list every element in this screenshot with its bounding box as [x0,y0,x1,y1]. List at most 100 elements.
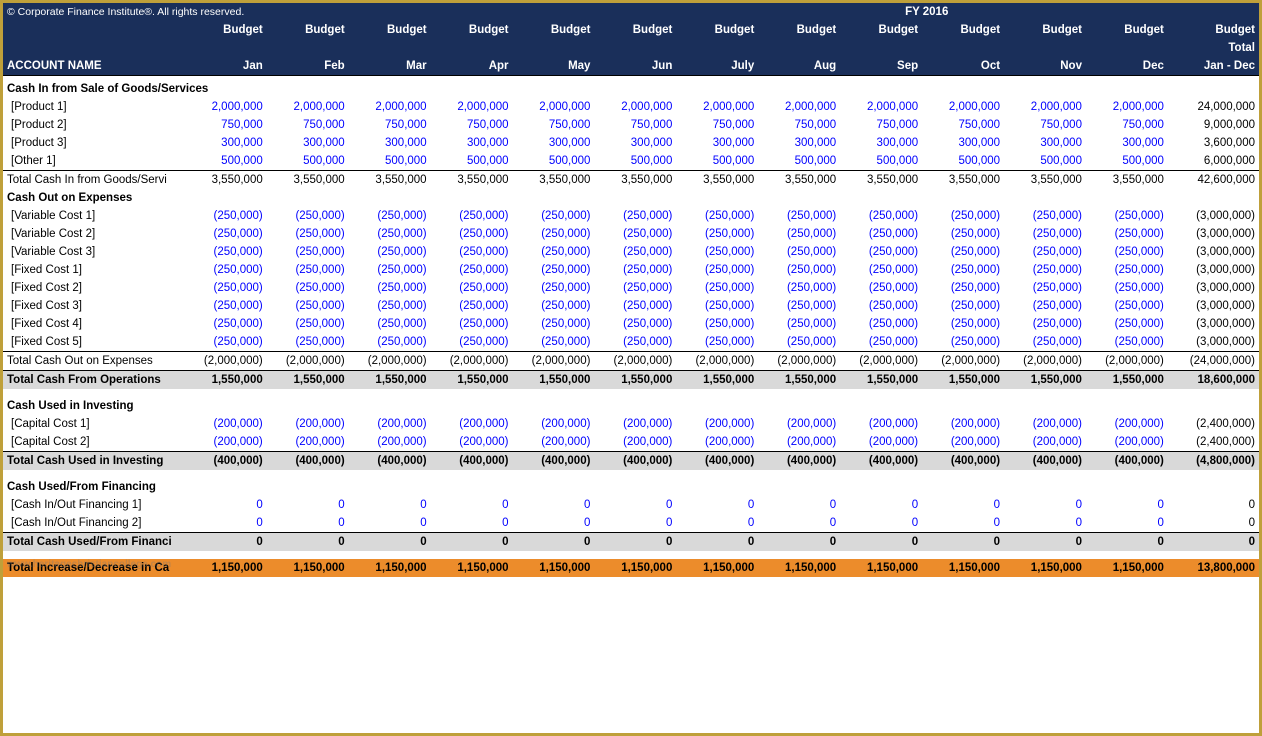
cell[interactable]: 300,000 [840,134,922,152]
cell[interactable]: 2,000,000 [922,98,1004,116]
cell[interactable]: 300,000 [513,134,595,152]
cell[interactable]: (200,000) [431,415,513,433]
cell[interactable]: 0 [1086,496,1168,514]
cell[interactable]: (250,000) [1004,279,1086,297]
cell[interactable]: (250,000) [922,261,1004,279]
cell[interactable]: 1,150,000 [758,559,840,577]
cell[interactable]: (250,000) [1086,315,1168,333]
cell[interactable]: (250,000) [676,225,758,243]
total-cell[interactable]: (3,000,000) [1168,333,1259,352]
cell[interactable]: (200,000) [840,433,922,452]
cell[interactable]: 0 [676,496,758,514]
cell[interactable]: 1,550,000 [431,370,513,389]
cell[interactable]: (250,000) [1004,315,1086,333]
cell[interactable]: (250,000) [594,333,676,352]
cell[interactable]: 0 [758,532,840,551]
cell[interactable]: 0 [513,514,595,533]
cell[interactable]: (250,000) [758,261,840,279]
cell[interactable]: 0 [267,496,349,514]
cell[interactable]: 0 [513,532,595,551]
cell[interactable]: 300,000 [676,134,758,152]
cell[interactable]: 2,000,000 [1086,98,1168,116]
total-cell[interactable]: (24,000,000) [1168,351,1259,370]
cell[interactable]: (250,000) [676,261,758,279]
cell[interactable]: 1,550,000 [676,370,758,389]
cell[interactable]: 750,000 [513,116,595,134]
cell[interactable]: 1,550,000 [922,370,1004,389]
cell[interactable]: 500,000 [185,152,267,171]
cell[interactable]: (400,000) [513,451,595,470]
cell[interactable]: (250,000) [349,333,431,352]
cell[interactable]: (250,000) [1086,279,1168,297]
cell[interactable]: (250,000) [267,333,349,352]
cell[interactable]: (400,000) [676,451,758,470]
cell[interactable]: (200,000) [1004,415,1086,433]
cell[interactable]: (400,000) [758,451,840,470]
total-cell[interactable]: 42,600,000 [1168,170,1259,189]
cell[interactable]: 750,000 [1086,116,1168,134]
cell[interactable]: (400,000) [1086,451,1168,470]
cell[interactable]: 2,000,000 [594,98,676,116]
cell[interactable]: 0 [1086,532,1168,551]
cell[interactable]: 0 [758,496,840,514]
cell[interactable]: 0 [431,514,513,533]
total-cell[interactable]: (4,800,000) [1168,451,1259,470]
total-cell[interactable]: (3,000,000) [1168,279,1259,297]
cell[interactable]: (250,000) [840,297,922,315]
cell[interactable]: (250,000) [431,333,513,352]
cell[interactable]: (250,000) [676,315,758,333]
cell[interactable]: (250,000) [922,225,1004,243]
cell[interactable]: (200,000) [185,415,267,433]
cell[interactable]: 3,550,000 [922,170,1004,189]
cell[interactable]: 750,000 [840,116,922,134]
cell[interactable]: 0 [431,532,513,551]
cell[interactable]: 1,150,000 [267,559,349,577]
total-cell[interactable]: (2,400,000) [1168,433,1259,452]
cell[interactable]: 0 [840,496,922,514]
total-cell[interactable]: 6,000,000 [1168,152,1259,171]
cell[interactable]: (200,000) [922,415,1004,433]
cell[interactable]: 750,000 [431,116,513,134]
cell[interactable]: (250,000) [185,225,267,243]
cell[interactable]: (250,000) [758,243,840,261]
cell[interactable]: 500,000 [267,152,349,171]
cell[interactable]: (250,000) [758,207,840,225]
cell[interactable]: 2,000,000 [349,98,431,116]
total-cell[interactable]: 24,000,000 [1168,98,1259,116]
cell[interactable]: (250,000) [431,297,513,315]
cell[interactable]: (250,000) [431,207,513,225]
cell[interactable]: (250,000) [267,243,349,261]
cell[interactable]: (200,000) [758,433,840,452]
cell[interactable]: 0 [349,532,431,551]
cell[interactable]: (250,000) [267,315,349,333]
cell[interactable]: 1,150,000 [676,559,758,577]
total-cell[interactable]: 0 [1168,514,1259,533]
cell[interactable]: (250,000) [594,297,676,315]
cell[interactable]: 2,000,000 [431,98,513,116]
cell[interactable]: 1,150,000 [840,559,922,577]
cell[interactable]: (250,000) [840,279,922,297]
cell[interactable]: 300,000 [185,134,267,152]
cell[interactable]: (400,000) [594,451,676,470]
cell[interactable]: (2,000,000) [431,351,513,370]
cell[interactable]: (250,000) [758,225,840,243]
cell[interactable]: (250,000) [594,207,676,225]
cell[interactable]: (200,000) [676,415,758,433]
total-cell[interactable]: (3,000,000) [1168,297,1259,315]
cell[interactable]: 1,550,000 [1086,370,1168,389]
cell[interactable]: (2,000,000) [676,351,758,370]
cell[interactable]: 0 [1004,496,1086,514]
cell[interactable]: (250,000) [431,279,513,297]
cell[interactable]: 300,000 [922,134,1004,152]
cell[interactable]: (250,000) [922,315,1004,333]
cell[interactable]: (400,000) [431,451,513,470]
cell[interactable]: (250,000) [594,243,676,261]
cell[interactable]: (2,000,000) [840,351,922,370]
cell[interactable]: 0 [185,496,267,514]
cell[interactable]: (250,000) [676,297,758,315]
cell[interactable]: (250,000) [349,297,431,315]
cell[interactable]: 750,000 [349,116,431,134]
cell[interactable]: (250,000) [758,333,840,352]
cell[interactable]: 0 [922,532,1004,551]
cell[interactable]: (200,000) [1086,433,1168,452]
